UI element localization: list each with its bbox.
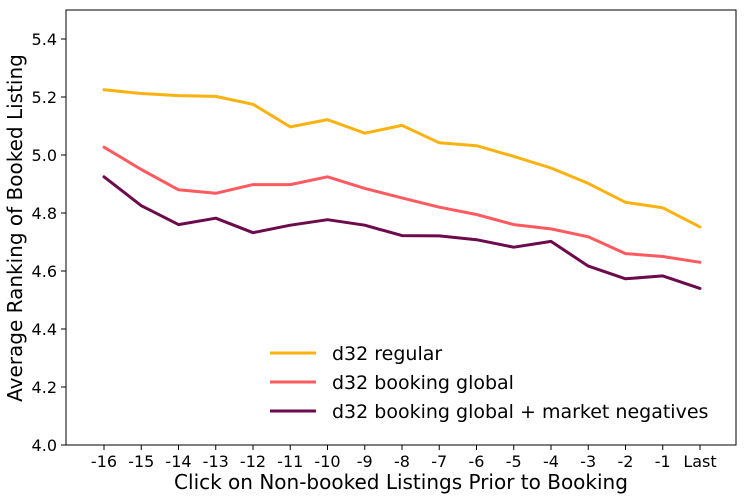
x-tick-label: -12 [240,452,266,471]
series-lines [102,88,702,290]
plot-frame [65,9,737,446]
series-line-2 [102,145,702,264]
x-axis-ticks: -16 -15 -14 -13 -12 -11 -10 -9 -8 -7 -6 -5 -4 -3 -2 -1 L… [91,445,717,471]
y-tick-label: 5.2 [32,88,57,107]
x-tick-label: -2 [618,452,634,471]
y-tick-label: 5.0 [32,146,57,165]
y-tick-label: 4.2 [32,378,57,397]
y-axis-title: Average Ranking of Booked Listing [3,54,27,402]
x-tick-label: -4 [543,452,559,471]
x-tick-label: -7 [431,452,447,471]
x-tick-label: -5 [506,452,522,471]
x-tick-label: -6 [469,452,485,471]
legend-label: d32 regular [332,343,442,365]
x-tick-label: -15 [128,452,154,471]
x-tick-label: -11 [277,452,303,471]
y-tick-label: 5.4 [32,30,57,49]
x-tick-label: -9 [357,452,373,471]
y-tick-label: 4.4 [32,320,57,339]
series-line-1 [102,88,702,229]
x-tick-label: -13 [203,452,229,471]
series-line-3 [102,175,702,290]
x-tick-label: -10 [314,452,340,471]
legend: d32 regular d32 booking global d32 booking… [270,343,708,423]
y-axis-ticks: 4.0 4.2 4.4 4.6 4.8 5.0 5.2 5.4 [32,30,66,455]
x-axis-title: Click on Non-booked Listings Prior to Bo… [174,470,628,494]
x-tick-label: -14 [165,452,191,471]
x-tick-label: -1 [655,452,671,471]
x-tick-label: Last [683,452,716,471]
y-tick-label: 4.6 [32,262,57,281]
x-tick-label: -8 [394,452,410,471]
legend-label: d32 booking global + market negatives [332,401,708,423]
legend-label: d32 booking global [332,372,514,394]
y-tick-label: 4.0 [32,436,57,455]
x-tick-label: -16 [91,452,117,471]
y-tick-label: 4.8 [32,204,57,223]
x-tick-label: -3 [580,452,596,471]
